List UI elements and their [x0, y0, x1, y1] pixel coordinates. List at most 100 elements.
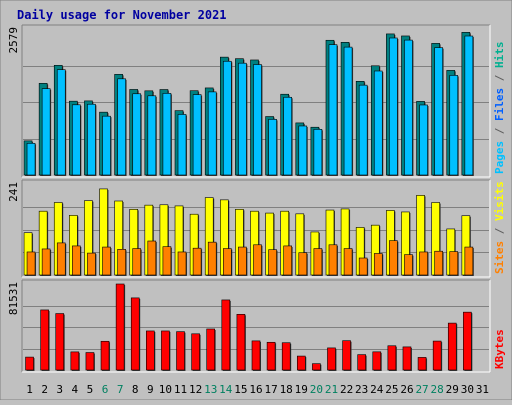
x-tick-label-3: 3 — [56, 383, 63, 396]
x-tick-label-27: 27 — [415, 383, 428, 396]
x-tick-label-16: 16 — [249, 383, 262, 396]
bar-files-5 — [87, 103, 96, 176]
x-tick-label-24: 24 — [370, 383, 384, 396]
bar-kbytes-15 — [236, 314, 246, 371]
bar-sites-8 — [132, 248, 142, 276]
panel-visits-legend-item-0: Sites — [493, 241, 506, 274]
bar-sites-3 — [56, 242, 66, 276]
bar-kbytes-29 — [447, 322, 457, 371]
bar-kbytes-16 — [251, 340, 261, 371]
bar-kbytes-5 — [85, 352, 95, 371]
x-tick-label-15: 15 — [234, 383, 247, 396]
bar-files-25 — [389, 37, 398, 176]
bar-kbytes-2 — [40, 309, 49, 371]
bar-files-4 — [72, 104, 81, 176]
panel-hits-legend-item-2: Files — [493, 88, 506, 121]
panel-hits-legend-item-4: Hits — [493, 42, 506, 69]
bar-files-6 — [102, 115, 111, 176]
bar-files-19 — [298, 125, 308, 176]
bar-kbytes-25 — [387, 345, 397, 371]
x-tick-label-18: 18 — [280, 383, 293, 396]
bar-kbytes-8 — [130, 297, 140, 371]
bar-files-10 — [162, 93, 172, 176]
x-tick-label-4: 4 — [72, 383, 79, 396]
bar-files-20 — [313, 129, 323, 176]
bar-sites-15 — [238, 246, 247, 276]
panel-hits-legend: Pages / Files / Hits — [493, 42, 506, 175]
bar-sites-2 — [41, 248, 51, 276]
bar-files-23 — [358, 84, 368, 176]
bar-files-15 — [238, 62, 247, 176]
bar-files-12 — [192, 94, 202, 176]
bar-files-28 — [434, 47, 443, 176]
x-tick-label-30: 30 — [461, 383, 474, 396]
x-tick-label-5: 5 — [87, 383, 94, 396]
bar-kbytes-30 — [463, 311, 472, 371]
x-tick-label-8: 8 — [132, 383, 139, 396]
panel-visits: 241 Sites / Visits — [7, 179, 506, 278]
bar-kbytes-23 — [357, 354, 366, 371]
bar-files-8 — [132, 93, 142, 176]
bar-sites-5 — [87, 252, 96, 276]
panel-kbytes-legend-item-0: KBytes — [493, 329, 506, 369]
bar-kbytes-10 — [161, 330, 170, 371]
bar-sites-19 — [298, 252, 308, 276]
x-tick-label-12: 12 — [189, 383, 202, 396]
bar-sites-13 — [207, 241, 217, 276]
bar-sites-24 — [373, 253, 383, 276]
x-tick-label-25: 25 — [385, 383, 398, 396]
panel-visits-legend-item-2: Visits — [493, 181, 506, 221]
bar-files-27 — [419, 104, 428, 176]
bar-kbytes-7 — [115, 283, 125, 371]
bar-sites-10 — [162, 246, 172, 276]
bar-sites-20 — [313, 248, 323, 276]
bar-kbytes-14 — [221, 299, 231, 371]
x-tick-label-19: 19 — [295, 383, 308, 396]
bar-files-26 — [404, 39, 413, 176]
bar-kbytes-12 — [191, 333, 200, 371]
bar-files-24 — [373, 70, 383, 176]
x-tick-label-20: 20 — [310, 383, 323, 396]
bar-sites-30 — [464, 246, 474, 276]
panel-kbytes-max-label: 81531 — [7, 282, 20, 315]
bar-sites-12 — [192, 247, 202, 276]
bar-kbytes-6 — [100, 340, 110, 371]
x-tick-label-11: 11 — [174, 383, 187, 396]
bar-sites-18 — [283, 245, 292, 276]
bar-sites-28 — [434, 250, 443, 276]
x-tick-label-28: 28 — [431, 383, 444, 396]
bar-kbytes-17 — [266, 341, 276, 371]
bar-files-1 — [26, 142, 36, 176]
panel-kbytes: 81531 KBytes — [7, 279, 506, 373]
panel-hits-legend-item-0: Pages — [493, 141, 506, 174]
bar-sites-9 — [147, 240, 157, 276]
bar-files-2 — [41, 88, 51, 176]
bar-kbytes-21 — [327, 347, 336, 371]
bar-files-16 — [253, 64, 262, 176]
panel-visits-max-label: 241 — [7, 182, 20, 202]
bar-kbytes-9 — [146, 330, 155, 371]
bar-kbytes-24 — [372, 351, 382, 371]
chart-panels: 2579 Pages / Files / Hits 241 Sites / Visit… — [7, 24, 506, 373]
panel-kbytes-legend: KBytes — [493, 329, 506, 369]
x-tick-label-31: 31 — [476, 383, 489, 396]
chart-title: Daily usage for November 2021 — [17, 8, 227, 22]
x-tick-label-6: 6 — [102, 383, 109, 396]
bar-sites-23 — [358, 257, 368, 276]
bar-kbytes-22 — [342, 340, 351, 371]
x-tick-label-1: 1 — [26, 383, 33, 396]
bar-kbytes-28 — [432, 340, 442, 371]
bar-kbytes-3 — [55, 313, 65, 371]
x-tick-label-21: 21 — [325, 383, 338, 396]
panel-visits-legend-item-1: / — [493, 221, 506, 241]
bar-sites-6 — [102, 246, 111, 276]
bar-files-21 — [328, 44, 338, 176]
panel-hits: 2579 Pages / Files / Hits — [7, 24, 506, 178]
bar-files-30 — [464, 35, 474, 176]
x-tick-label-22: 22 — [340, 383, 353, 396]
bar-sites-29 — [449, 251, 459, 276]
bar-kbytes-13 — [206, 328, 216, 371]
bar-kbytes-18 — [281, 342, 291, 371]
